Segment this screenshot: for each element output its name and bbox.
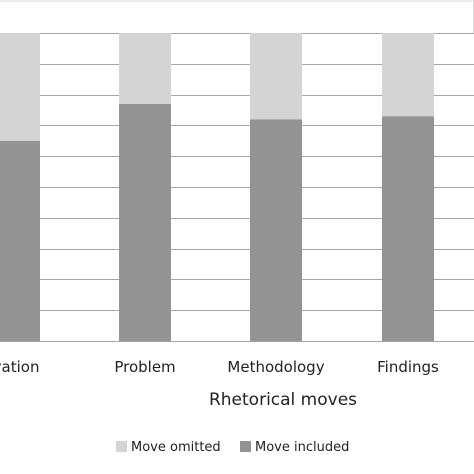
bar-move-omitted xyxy=(382,33,434,117)
bar-move-omitted xyxy=(250,33,302,120)
x-tick-label: Methodology xyxy=(227,358,324,376)
legend-label: Move omitted xyxy=(131,440,221,455)
plot-frame xyxy=(0,0,474,33)
bars xyxy=(0,33,434,342)
x-tick-labels: ivation Problem Methodology Findings xyxy=(0,358,439,376)
bar-move-omitted xyxy=(0,33,40,141)
bar-move-included xyxy=(382,116,434,341)
x-tick-label: Problem xyxy=(114,358,175,376)
bar-move-omitted xyxy=(119,33,171,104)
legend-swatch xyxy=(240,441,251,452)
x-tick-label: Findings xyxy=(377,358,439,376)
bar-move-included xyxy=(0,140,40,341)
legend-label: Move included xyxy=(255,440,349,455)
x-axis-title: Rhetorical moves xyxy=(209,390,357,410)
bar-move-included xyxy=(119,103,171,341)
legend: Move omitted Move included xyxy=(116,440,349,455)
bar-move-included xyxy=(250,119,302,342)
legend-swatch xyxy=(116,441,127,452)
x-tick-label: ivation xyxy=(0,358,39,376)
